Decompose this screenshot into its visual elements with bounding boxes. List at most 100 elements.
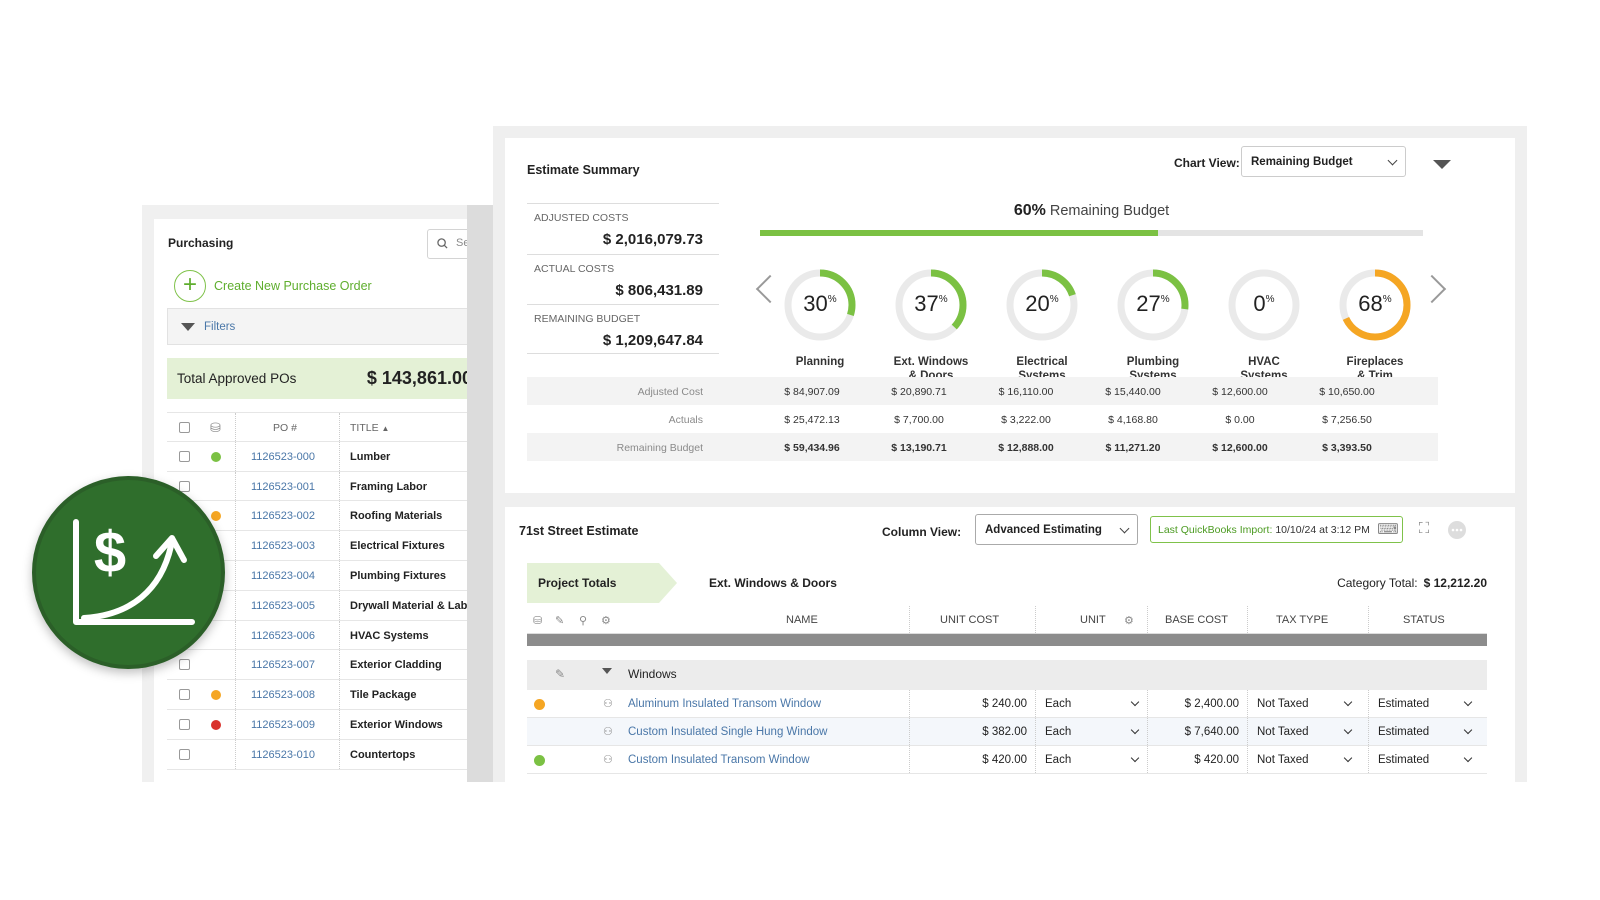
database-icon: ⛁ <box>533 615 543 627</box>
tax-type-column-header[interactable]: TAX TYPE <box>1276 614 1329 626</box>
cost-label: ACTUAL COSTS <box>534 263 615 275</box>
more-options-icon[interactable] <box>1446 520 1468 539</box>
row-checkbox[interactable] <box>179 480 190 492</box>
chevron-right-icon[interactable] <box>1417 274 1447 304</box>
line-item-name-link[interactable]: Aluminum Insulated Transom Window <box>628 698 822 710</box>
chevron-down-icon[interactable] <box>1463 753 1473 763</box>
line-item-row[interactable]: ⚇ Aluminum Insulated Transom Window $ 240.… <box>527 690 1487 718</box>
status-dot <box>211 719 221 730</box>
line-item-row[interactable]: ⚇ Custom Insulated Transom Window $ 420.00… <box>527 746 1487 774</box>
row-checkbox[interactable] <box>179 659 190 671</box>
po-number-link[interactable]: 1126523-002 <box>251 510 316 523</box>
chart-view-select[interactable]: Remaining Budget <box>1241 146 1406 177</box>
collapse-caret-icon[interactable] <box>1433 160 1451 169</box>
group-row-windows[interactable]: ✎ Windows <box>527 646 1487 690</box>
select-all-checkbox[interactable] <box>179 422 190 433</box>
row-checkbox[interactable] <box>179 689 190 701</box>
unit-cost-column-header[interactable]: UNIT COST <box>940 614 1000 626</box>
row-checkbox[interactable] <box>179 450 190 462</box>
po-row[interactable]: 1126523-000 Lumber <box>167 441 505 472</box>
po-number-link[interactable]: 1126523-005 <box>251 599 316 612</box>
chevron-down-icon[interactable] <box>1463 697 1473 707</box>
unit-cost[interactable]: $ 420.00 <box>982 754 1027 766</box>
filters-label: Filters <box>204 321 236 333</box>
line-item-row[interactable]: ⚇ Custom Insulated Single Hung Window $ 38… <box>527 718 1487 746</box>
summary-table-row: Actuals $ 25,472.13 $ 7,700.00 $ 3,222.00 $ … <box>527 405 1438 433</box>
row-checkbox[interactable] <box>179 748 190 760</box>
category-summary-table: Adjusted Cost $ 84,907.09 $ 20,890.71 $ 16,… <box>527 377 1438 461</box>
chevron-down-icon[interactable] <box>1130 697 1140 707</box>
po-title: Exterior Windows <box>350 718 443 731</box>
po-row[interactable]: 1126523-007 Exterior Cladding <box>167 650 505 681</box>
summary-cell: $ 7,700.00 <box>894 414 944 426</box>
po-number-link[interactable]: 1126523-008 <box>251 689 316 702</box>
filters-toggle[interactable]: Filters <box>167 308 505 345</box>
po-row[interactable]: 1126523-008 Tile Package <box>167 680 505 710</box>
po-title: Exterior Cladding <box>350 659 442 672</box>
chevron-down-icon[interactable] <box>1130 753 1140 763</box>
po-row[interactable]: 1126523-004 Plumbing Fixtures <box>167 560 505 591</box>
quickbooks-import-badge[interactable]: Last QuickBooks Import: 10/10/24 at 3:12… <box>1150 516 1403 543</box>
unit-settings-gear-icon[interactable]: ⚙ <box>1124 615 1134 627</box>
adjusted-costs-block: ADJUSTED COSTS $ 2,016,079.73 <box>527 203 719 253</box>
po-number-link[interactable]: 1126523-010 <box>251 748 316 761</box>
donut-percent: 20% <box>1025 291 1059 316</box>
unit-select[interactable]: Each <box>1045 698 1072 710</box>
chevron-down-icon[interactable] <box>1463 725 1473 735</box>
chevron-down-icon[interactable] <box>1343 697 1353 707</box>
po-number-link[interactable]: 1126523-009 <box>251 718 316 731</box>
po-row[interactable]: 1126523-010 Countertops <box>167 739 505 770</box>
status-select[interactable]: Estimated <box>1378 698 1430 710</box>
status-select[interactable]: Estimated <box>1378 726 1430 738</box>
status-dot <box>534 755 545 766</box>
summary-table-row: Adjusted Cost $ 84,907.09 $ 20,890.71 $ 16,… <box>527 377 1438 405</box>
po-number-link[interactable]: 1126523-000 <box>251 450 316 463</box>
po-column-header[interactable]: PO # <box>273 422 297 434</box>
chevron-down-icon[interactable] <box>1343 753 1353 763</box>
base-cost-column-header[interactable]: BASE COST <box>1165 614 1228 626</box>
line-item-name-link[interactable]: Custom Insulated Single Hung Window <box>628 726 828 738</box>
category-donut[interactable]: 0% HVAC Systems <box>1224 265 1304 383</box>
line-item-name-link[interactable]: Custom Insulated Transom Window <box>628 754 810 766</box>
chevron-down-icon[interactable] <box>1130 725 1140 735</box>
po-row[interactable]: 1126523-001 Framing Labor <box>167 471 505 502</box>
po-number-link[interactable]: 1126523-004 <box>251 569 316 582</box>
po-number-link[interactable]: 1126523-001 <box>251 480 316 493</box>
breadcrumb-project-totals[interactable]: Project Totals <box>527 563 677 603</box>
status-column-header[interactable]: STATUS <box>1403 614 1445 626</box>
keyboard-icon[interactable]: ⌨ <box>1377 521 1399 538</box>
unit-select[interactable]: Each <box>1045 754 1072 766</box>
unit-cost[interactable]: $ 240.00 <box>982 698 1027 710</box>
name-column-header[interactable]: NAME <box>786 614 818 626</box>
po-title: HVAC Systems <box>350 629 429 642</box>
summary-cell: $ 12,600.00 <box>1212 442 1268 454</box>
tax-type-select[interactable]: Not Taxed <box>1257 726 1309 738</box>
category-donut[interactable]: 30% Planning <box>780 265 860 369</box>
category-total-label: Category Total: <box>1337 576 1418 590</box>
chevron-down-icon[interactable] <box>1343 725 1353 735</box>
breadcrumb-category: Ext. Windows & Doors <box>709 576 837 590</box>
category-total-value: $ 12,212.20 <box>1423 576 1487 590</box>
category-donut[interactable]: 37% Ext. Windows & Doors <box>891 265 971 383</box>
edit-icon: ✎ <box>555 667 566 681</box>
po-number-link[interactable]: 1126523-007 <box>251 659 316 672</box>
settings-gear-icon[interactable]: ⚙ <box>601 615 611 627</box>
category-donut[interactable]: 68% Fireplaces & Trim <box>1335 265 1415 383</box>
caret-down-icon[interactable] <box>602 668 612 674</box>
unit-select[interactable]: Each <box>1045 726 1072 738</box>
fullscreen-icon[interactable]: ⛶ <box>1418 520 1430 537</box>
category-donut[interactable]: 20% Electrical Systems <box>1002 265 1082 383</box>
unit-column-header[interactable]: UNIT <box>1080 614 1106 626</box>
unit-cost[interactable]: $ 382.00 <box>982 726 1027 738</box>
category-donut[interactable]: 27% Plumbing Systems <box>1113 265 1193 383</box>
column-view-select[interactable]: Advanced Estimating <box>975 514 1138 545</box>
po-number-link[interactable]: 1126523-003 <box>251 540 316 553</box>
po-number-link[interactable]: 1126523-006 <box>251 629 316 642</box>
po-row[interactable]: 1126523-009 Exterior Windows <box>167 709 505 740</box>
tax-type-select[interactable]: Not Taxed <box>1257 698 1309 710</box>
tax-type-select[interactable]: Not Taxed <box>1257 754 1309 766</box>
create-purchase-order-button[interactable]: + Create New Purchase Order <box>174 270 372 302</box>
title-column-header[interactable]: TITLE ▲ <box>350 422 389 434</box>
status-select[interactable]: Estimated <box>1378 754 1430 766</box>
row-checkbox[interactable] <box>179 718 190 730</box>
